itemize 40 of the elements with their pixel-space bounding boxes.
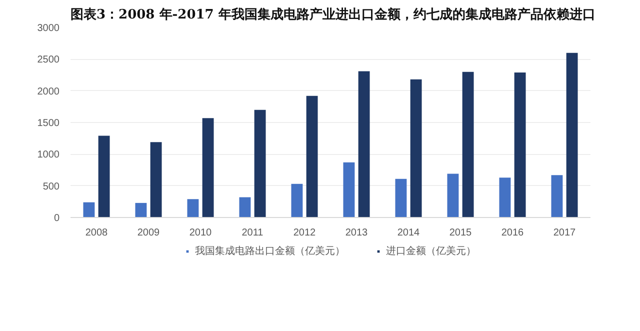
bar bbox=[254, 110, 266, 218]
bar bbox=[306, 96, 318, 218]
x-tick-label: 2011 bbox=[242, 228, 264, 238]
bar bbox=[551, 175, 563, 218]
bar bbox=[566, 52, 578, 218]
bar bbox=[150, 142, 162, 218]
x-tick-label: 2010 bbox=[189, 228, 212, 238]
bar bbox=[98, 136, 110, 218]
bar bbox=[187, 199, 199, 218]
bar bbox=[358, 71, 370, 218]
y-tick-label: 3000 bbox=[37, 23, 60, 34]
x-tick-label: 2017 bbox=[553, 228, 576, 238]
legend-label: 进口金额（亿美元） bbox=[386, 244, 476, 258]
bar bbox=[395, 178, 407, 218]
y-tick-label: 2500 bbox=[37, 54, 60, 66]
x-tick-label: 2014 bbox=[397, 228, 420, 238]
bar bbox=[83, 202, 95, 218]
bar bbox=[410, 79, 422, 218]
chart-title: 图表3：2008 年-2017 年我国集成电路产业进出口金额，约七成的集成电路产品依赖进口 bbox=[70, 6, 596, 22]
x-tick-label: 2012 bbox=[293, 228, 316, 238]
bar bbox=[239, 197, 251, 218]
bar bbox=[291, 184, 303, 218]
bar bbox=[447, 174, 459, 218]
y-tick-label: 1500 bbox=[37, 118, 60, 129]
x-tick-label: 2016 bbox=[501, 228, 524, 238]
y-tick-label: 500 bbox=[42, 181, 60, 192]
y-tick-label: 2000 bbox=[37, 86, 60, 98]
bar bbox=[343, 162, 355, 218]
bar bbox=[514, 72, 526, 218]
bar bbox=[462, 72, 474, 218]
y-tick-label: 0 bbox=[54, 213, 60, 224]
x-tick-label: 2009 bbox=[137, 228, 160, 238]
x-tick-label: 2015 bbox=[449, 228, 472, 238]
bar bbox=[202, 118, 214, 218]
x-tick-label: 2008 bbox=[85, 228, 108, 238]
bar bbox=[499, 178, 511, 218]
legend-label: 我国集成电路出口金额（亿美元） bbox=[195, 244, 345, 258]
bar bbox=[135, 202, 147, 218]
x-tick-label: 2013 bbox=[345, 228, 368, 238]
y-tick-label: 1000 bbox=[37, 150, 60, 161]
